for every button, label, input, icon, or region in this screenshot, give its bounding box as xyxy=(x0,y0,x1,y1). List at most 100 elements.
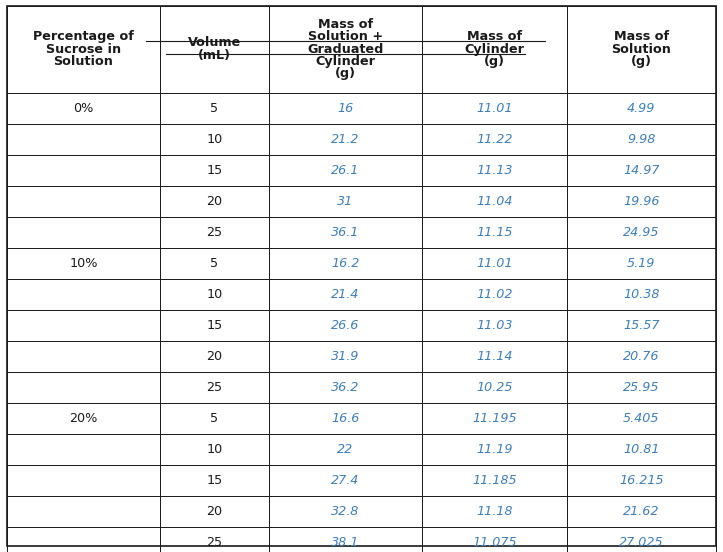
Bar xyxy=(270,310,422,341)
Bar xyxy=(270,279,422,310)
Text: 27.025: 27.025 xyxy=(619,535,664,549)
Text: 0%: 0% xyxy=(73,102,93,115)
Text: 10.25: 10.25 xyxy=(476,380,513,394)
Bar xyxy=(567,248,716,279)
Text: 36.2: 36.2 xyxy=(331,380,360,394)
Text: 38.1: 38.1 xyxy=(331,535,360,549)
Text: 31: 31 xyxy=(338,195,354,208)
Text: 11.03: 11.03 xyxy=(476,319,513,332)
Text: 11.04: 11.04 xyxy=(476,195,513,208)
Bar xyxy=(7,6,160,93)
Text: 21.4: 21.4 xyxy=(331,288,360,301)
Bar xyxy=(7,496,160,527)
Text: 11.18: 11.18 xyxy=(476,505,513,518)
Text: 25.95: 25.95 xyxy=(623,380,659,394)
Bar xyxy=(270,124,422,155)
Text: 21.62: 21.62 xyxy=(623,505,659,518)
Bar xyxy=(160,433,270,465)
Text: 10: 10 xyxy=(206,288,223,301)
Text: 10.81: 10.81 xyxy=(623,443,659,455)
Text: 36.1: 36.1 xyxy=(331,226,360,238)
Bar xyxy=(270,465,422,496)
Text: 11.075: 11.075 xyxy=(472,535,517,549)
Bar xyxy=(567,402,716,433)
Bar xyxy=(270,6,422,93)
Text: 20: 20 xyxy=(206,349,223,363)
Text: 15.57: 15.57 xyxy=(623,319,659,332)
Text: Solution: Solution xyxy=(612,43,672,56)
Text: 11.195: 11.195 xyxy=(472,412,517,424)
Text: 22: 22 xyxy=(338,443,354,455)
Text: 14.97: 14.97 xyxy=(623,164,659,177)
Text: (g): (g) xyxy=(484,55,505,68)
Bar xyxy=(567,6,716,93)
Bar xyxy=(422,310,567,341)
Bar xyxy=(422,248,567,279)
Text: 5: 5 xyxy=(210,412,218,424)
Text: 5: 5 xyxy=(210,102,218,115)
Bar xyxy=(270,496,422,527)
Text: Mass of: Mass of xyxy=(318,18,373,31)
Bar xyxy=(422,527,567,552)
Text: 20.76: 20.76 xyxy=(623,349,659,363)
Bar xyxy=(422,496,567,527)
Bar xyxy=(160,217,270,248)
Text: 11.19: 11.19 xyxy=(476,443,513,455)
Bar xyxy=(7,248,160,279)
Text: 25: 25 xyxy=(206,535,223,549)
Text: 15: 15 xyxy=(206,474,223,486)
Bar xyxy=(160,124,270,155)
Bar xyxy=(422,185,567,217)
Text: 5.405: 5.405 xyxy=(623,412,659,424)
Bar xyxy=(567,433,716,465)
Bar xyxy=(270,185,422,217)
Bar xyxy=(422,371,567,402)
Bar xyxy=(422,217,567,248)
Bar xyxy=(567,217,716,248)
Bar xyxy=(567,185,716,217)
Text: 9.98: 9.98 xyxy=(627,132,656,146)
Bar xyxy=(270,371,422,402)
Text: Percentage of: Percentage of xyxy=(33,30,134,43)
Bar xyxy=(422,341,567,371)
Bar xyxy=(7,93,160,124)
Bar xyxy=(7,185,160,217)
Bar xyxy=(567,496,716,527)
Text: (g): (g) xyxy=(335,67,356,81)
Bar xyxy=(160,279,270,310)
Text: Solution: Solution xyxy=(54,55,114,68)
Text: (g): (g) xyxy=(631,55,652,68)
Bar xyxy=(7,124,160,155)
Bar xyxy=(270,341,422,371)
Text: 26.6: 26.6 xyxy=(331,319,360,332)
Bar xyxy=(160,496,270,527)
Text: 20: 20 xyxy=(206,505,223,518)
Text: 10%: 10% xyxy=(69,257,98,270)
Bar xyxy=(160,185,270,217)
Text: 20: 20 xyxy=(206,195,223,208)
Bar xyxy=(270,527,422,552)
Bar xyxy=(422,93,567,124)
Bar xyxy=(7,402,160,433)
Text: Cylinder: Cylinder xyxy=(464,43,524,56)
Bar xyxy=(270,155,422,185)
Bar xyxy=(160,248,270,279)
Bar xyxy=(422,155,567,185)
Bar xyxy=(422,124,567,155)
Text: 10: 10 xyxy=(206,132,223,146)
Bar xyxy=(7,433,160,465)
Bar xyxy=(422,279,567,310)
Text: 16.215: 16.215 xyxy=(619,474,664,486)
Text: 25: 25 xyxy=(206,226,223,238)
Text: 15: 15 xyxy=(206,319,223,332)
Bar xyxy=(422,402,567,433)
Text: Solution +: Solution + xyxy=(308,30,383,43)
Text: Graduated: Graduated xyxy=(307,43,384,56)
Text: 32.8: 32.8 xyxy=(331,505,360,518)
Bar xyxy=(567,465,716,496)
Text: 21.2: 21.2 xyxy=(331,132,360,146)
Bar xyxy=(160,155,270,185)
Text: 10.38: 10.38 xyxy=(623,288,659,301)
Text: 5.19: 5.19 xyxy=(627,257,656,270)
Text: Cylinder: Cylinder xyxy=(315,55,375,68)
